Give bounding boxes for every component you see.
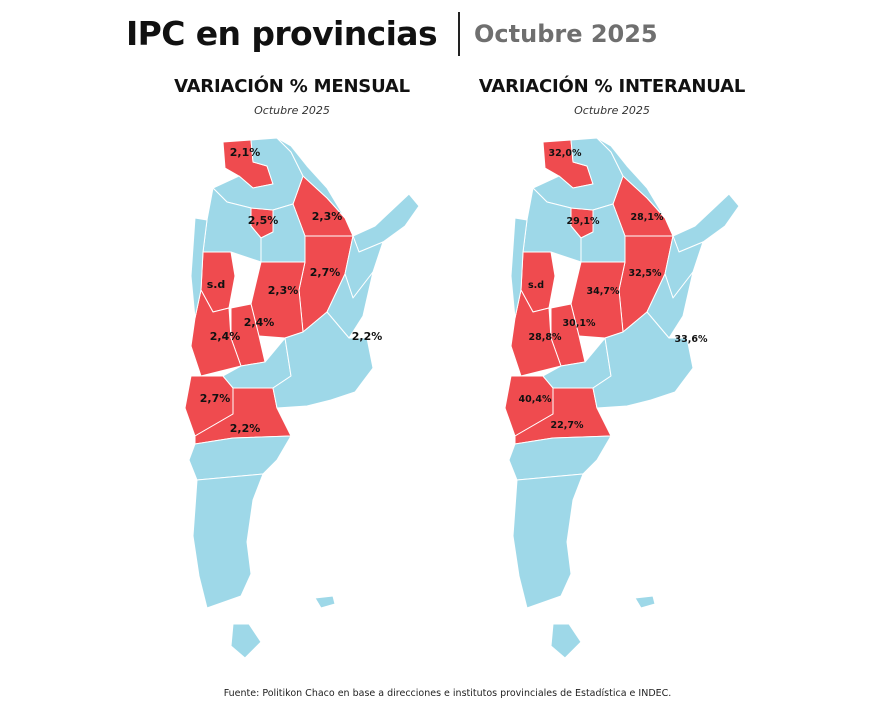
label-san-luis: 30,1% <box>563 318 596 329</box>
map-labels: 2,1% 2,5% 2,3% s.d 2,3% 2,7% 2,4% 2,4% 2… <box>200 146 383 435</box>
province-misiones <box>352 193 420 253</box>
islas-malvinas <box>314 595 336 609</box>
label-cordoba: 34,7% <box>587 286 620 297</box>
province-santiago-del-estero <box>260 203 306 263</box>
label-cordoba: 2,3% <box>268 284 299 297</box>
label-caba: 2,2% <box>352 330 383 343</box>
province-santa-cruz <box>192 473 264 609</box>
label-chaco: 2,3% <box>312 210 343 223</box>
label-mendoza: 28,8% <box>529 332 562 343</box>
map-title: VARIACIÓN % INTERANUAL <box>478 76 746 97</box>
label-rio-negro: 22,7% <box>551 420 584 431</box>
label-tucuman: 2,5% <box>248 214 279 227</box>
period-title: Octubre 2025 <box>474 20 658 48</box>
reported-provinces <box>504 139 674 445</box>
province-santa-cruz <box>512 473 584 609</box>
map-labels: 32,0% 29,1% 28,1% s.d 34,7% 32,5% 30,1% … <box>519 148 708 431</box>
province-chubut <box>188 435 292 481</box>
argentina-map: 2,1% 2,5% 2,3% s.d 2,3% 2,7% 2,4% 2,4% 2… <box>184 137 420 659</box>
province-misiones <box>672 193 740 253</box>
province-formosa <box>596 137 666 219</box>
label-jujuy: 2,1% <box>230 146 261 159</box>
province-san-juan <box>510 217 528 319</box>
islas-malvinas <box>634 595 656 609</box>
province-buenos-aires <box>272 311 374 409</box>
label-mendoza: 2,4% <box>210 330 241 343</box>
province-tierra-del-fuego <box>230 623 262 659</box>
map-title: VARIACIÓN % MENSUAL <box>174 76 410 97</box>
map-subtitle: Octubre 2025 <box>574 104 650 117</box>
map-panel-monthly: VARIACIÓN % MENSUAL Octubre 2025 <box>127 76 457 676</box>
other-provinces <box>188 137 420 659</box>
province-chubut <box>508 435 612 481</box>
label-caba: 33,6% <box>675 334 708 345</box>
title-divider <box>458 12 460 56</box>
source-note: Fuente: Politikon Chaco en base a direcc… <box>223 688 672 699</box>
label-santa-fe: 32,5% <box>629 268 662 279</box>
label-neuquen: 40,4% <box>519 394 552 405</box>
map-subtitle: Octubre 2025 <box>254 104 330 117</box>
province-santiago-del-estero <box>580 203 626 263</box>
label-la-rioja: s.d <box>207 278 226 291</box>
province-tierra-del-fuego <box>550 623 582 659</box>
label-san-luis: 2,4% <box>244 316 275 329</box>
label-chaco: 28,1% <box>631 212 664 223</box>
label-tucuman: 29,1% <box>567 216 600 227</box>
province-san-juan <box>190 217 208 319</box>
page-title: IPC en provincias <box>126 14 438 53</box>
label-santa-fe: 2,7% <box>310 266 341 279</box>
header: IPC en provincias Octubre 2025 <box>0 10 895 58</box>
label-jujuy: 32,0% <box>549 148 582 159</box>
other-provinces <box>508 137 740 659</box>
map-panel-interannual: VARIACIÓN % INTERANUAL Octubre 2025 <box>447 76 777 676</box>
province-buenos-aires <box>592 311 694 409</box>
reported-provinces <box>184 139 354 445</box>
label-la-rioja: s.d <box>528 280 544 291</box>
province-formosa <box>276 137 346 219</box>
label-neuquen: 2,7% <box>200 392 231 405</box>
argentina-map: 32,0% 29,1% 28,1% s.d 34,7% 32,5% 30,1% … <box>504 137 740 659</box>
label-rio-negro: 2,2% <box>230 422 261 435</box>
